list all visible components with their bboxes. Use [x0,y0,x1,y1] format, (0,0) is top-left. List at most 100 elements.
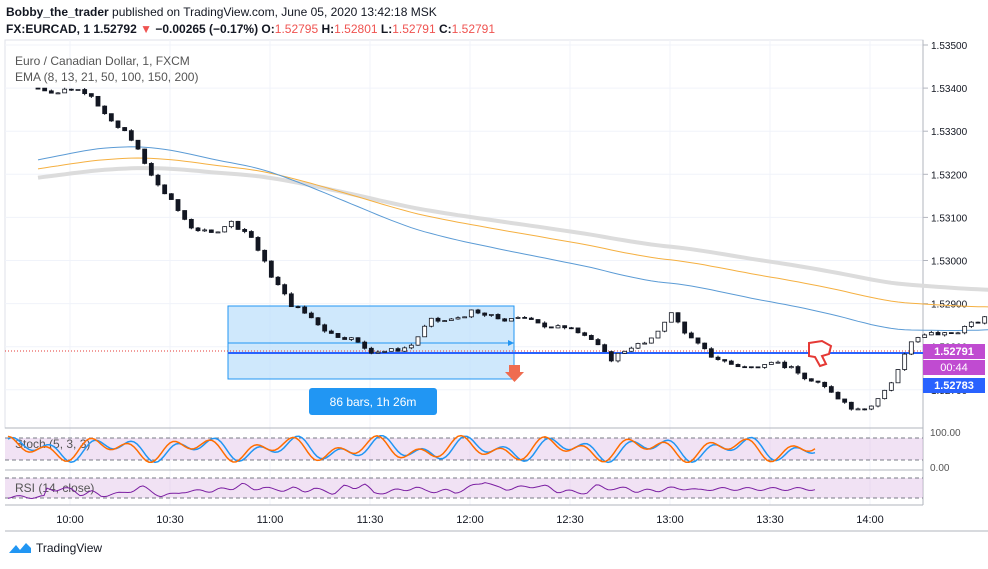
candle-body [848,401,854,410]
range-arrow-icon [508,340,514,346]
candle-body [822,381,828,387]
author-name[interactable]: Bobby_the_trader [6,5,109,19]
candle-body [868,405,874,410]
candle-body [468,309,474,318]
candle-body [108,113,114,122]
candle-body [488,314,494,316]
stoch-lower-tick: 0.00 [930,463,950,474]
candle-body [808,378,814,382]
candle-body [162,184,168,195]
candle-body [42,87,48,92]
stoch-d-line [7,434,816,464]
candle-body [982,316,988,324]
candle-body [828,386,834,393]
candle-body [122,127,128,132]
candle-body [635,343,641,349]
candle-body [415,336,421,346]
low-label: L: [380,22,393,36]
price-tick-label: 1.53400 [931,84,968,95]
candle-body [275,276,281,286]
footer-brand[interactable]: TradingView [36,541,103,555]
candle-body [595,339,601,346]
candle-body [528,317,534,320]
ema-150-line [37,157,988,308]
horizontal-grid [5,44,923,391]
time-axis[interactable]: 10:00 10:30 11:00 11:30 12:00 12:30 13:00 13:30… [56,514,884,526]
time-tick-label: 13:30 [756,514,784,526]
candle-body [155,174,161,186]
time-tick-label: 13:00 [656,514,684,526]
candle-body [642,342,648,345]
candle-body [315,317,321,326]
candle-body [815,380,821,383]
rsi-band [5,478,923,498]
candlestick-series[interactable] [35,87,988,411]
candle-body [788,366,794,369]
candle-body [375,351,381,354]
candle-body [288,293,294,308]
candle-body [502,318,508,322]
candle-body [62,88,68,94]
candle-body [195,227,201,232]
time-tick-label: 11:00 [257,514,284,526]
candle-body [768,361,774,365]
candle-body [322,324,328,332]
candle-body [762,364,768,368]
candle-body [328,330,334,334]
candle-body [935,332,941,336]
candle-body [455,317,461,320]
stoch-upper-tick: 100.00 [930,428,961,439]
price-tick-label: 1.53300 [931,127,968,138]
candle-body [302,306,308,314]
candle-body [55,92,61,95]
candle-body [408,344,414,349]
candle-body [342,337,348,340]
candle-body [922,334,928,338]
vertical-grid [69,40,871,505]
thumbs-down-icon[interactable] [808,339,833,368]
candle-body [928,332,934,336]
candle-body [115,120,121,128]
candle-body [522,317,528,319]
candle-body [68,88,74,91]
candle-body [695,337,701,344]
candle-body [615,352,621,362]
chart-title: Euro / Canadian Dollar, 1, FXCM [15,54,190,68]
time-tick-label: 11:30 [357,514,384,526]
candle-body [435,317,441,322]
price-tick-label: 1.53100 [931,213,968,224]
candle-body [215,231,221,234]
high-label: H: [321,22,335,36]
candle-body [628,347,634,352]
candle-body [515,317,521,319]
candle-body [508,318,514,322]
down-arrow-icon: ▼ [140,22,152,36]
candle-body [855,408,861,411]
candle-body [422,325,428,338]
last-price-tag [923,344,985,359]
sell-arrow-icon[interactable] [505,365,524,382]
candle-body [428,317,434,327]
candle-body [602,344,608,352]
candle-body [542,322,548,328]
candle-body [102,105,108,115]
candle-body [562,325,568,329]
candle-body [208,229,214,233]
last-price: 1.52792 [93,22,137,36]
candle-body [295,306,301,309]
candle-body [655,330,661,339]
candle-body [362,341,368,349]
candle-body [648,337,654,344]
tradingview-logo-icon [9,543,31,553]
candle-body [795,366,801,374]
stoch-k-line [7,434,816,464]
candle-body [575,327,581,334]
candle-body [842,398,848,403]
price-axis[interactable]: 1.53500 1.53400 1.53300 1.53200 1.53100 1.530… [923,41,968,397]
price-change: −0.00265 (−0.17%) [155,22,259,36]
cursor-price-tag-text: 1.52783 [934,380,974,392]
candle-body [882,389,888,400]
candle-body [975,321,981,324]
candle-body [588,335,594,340]
